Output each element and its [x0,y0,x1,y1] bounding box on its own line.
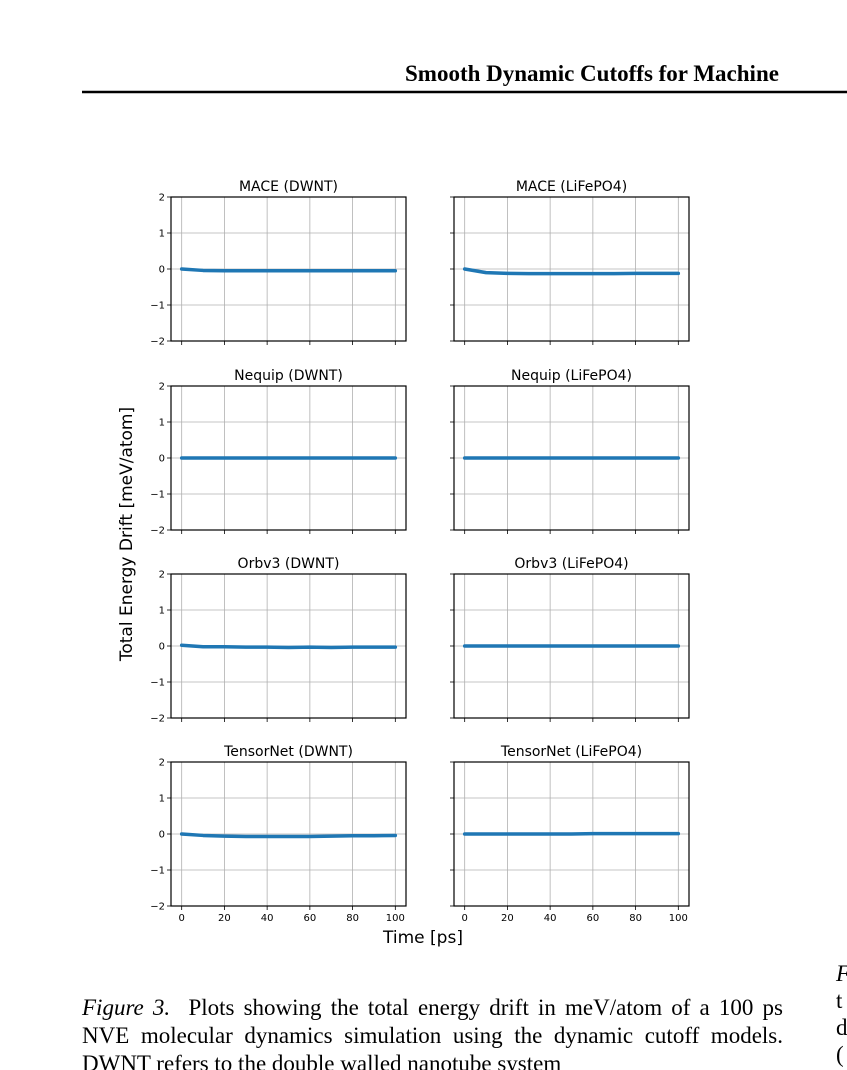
y-tick-label: −2 [150,714,165,725]
y-tick-label: 1 [159,418,165,429]
x-tick-label: 80 [346,913,359,924]
y-tick-label: 1 [159,794,165,805]
subplot-title: Nequip (LiFePO4) [511,368,632,384]
figure-caption: Figure 3. Plots showing the total energy… [82,994,783,1070]
axes-frame [170,573,407,719]
y-axis-label: Total Energy Drift [meV/atom] [117,407,137,662]
x-tick-label: 100 [669,913,688,924]
fragment: F [836,960,847,987]
axes-frame [170,761,407,907]
x-tick-label: 20 [501,913,514,924]
x-tick-label: 80 [629,913,642,924]
subplot-title: Orbv3 (LiFePO4) [514,556,628,572]
subplot-title: Nequip (DWNT) [234,368,343,384]
subplot-title: TensorNet (DWNT) [223,744,353,760]
x-tick-label: 0 [178,913,184,924]
axes-frame [453,761,690,907]
y-tick-label: −2 [150,902,165,913]
data-line [462,267,681,276]
y-tick-label: 2 [159,193,165,204]
data-line [179,643,398,650]
y-tick-label: 2 [159,758,165,769]
data-line [179,832,398,839]
y-tick-label: 2 [159,570,165,581]
caption-label: Figure 3. [82,995,171,1020]
y-tick-label: −1 [150,490,165,501]
y-tick-label: −2 [150,526,165,537]
y-tick-label: −1 [150,678,165,689]
subplot-title: MACE (LiFePO4) [516,179,627,195]
subplot-title: TensorNet (LiFePO4) [500,744,642,760]
axes-frame [170,196,407,342]
right-column-fragment: F t d ( [836,960,847,1068]
y-tick-label: 0 [159,265,165,276]
y-tick-label: 1 [159,606,165,617]
axes-frame [453,573,690,719]
y-tick-label: −1 [150,301,165,312]
fragment: d [836,1015,847,1040]
y-tick-label: 0 [159,454,165,465]
data-line [179,267,398,273]
x-tick-label: 60 [586,913,599,924]
x-axis-label: Time [ps] [382,928,463,948]
fragment: t [836,988,843,1013]
subplot-title: MACE (DWNT) [239,179,338,195]
x-tick-label: 0 [461,913,467,924]
y-tick-label: 2 [159,382,165,393]
x-tick-label: 40 [261,913,274,924]
caption-text: Plots showing the total energy drift in … [82,995,784,1070]
fragment: ( [836,1042,844,1067]
x-tick-label: 100 [386,913,405,924]
running-header: Smooth Dynamic Cutoffs for Machine [405,61,779,86]
subplot-title: Orbv3 (DWNT) [238,556,340,572]
axes-frame [170,385,407,531]
x-tick-label: 40 [544,913,557,924]
x-tick-label: 20 [218,913,231,924]
y-tick-label: 0 [159,830,165,841]
x-tick-label: 60 [303,913,316,924]
axes-frame [453,385,690,531]
y-tick-label: 0 [159,642,165,653]
axes-frame [453,196,690,342]
y-tick-label: −1 [150,866,165,877]
y-tick-label: −2 [150,337,165,348]
y-tick-label: 1 [159,229,165,240]
